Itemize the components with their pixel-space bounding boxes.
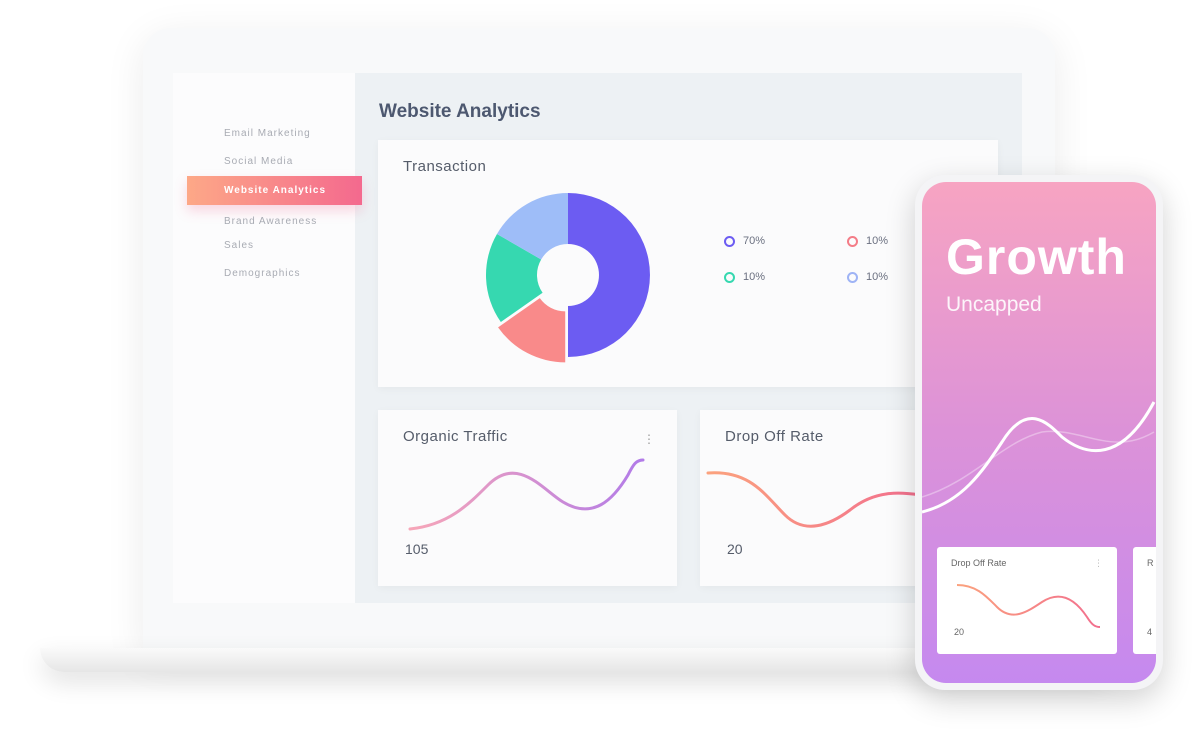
legend-item: 10% <box>847 271 888 283</box>
legend-ring-icon <box>847 235 858 247</box>
sidebar-item-website-analytics[interactable]: Website Analytics <box>187 176 362 205</box>
donut-segment-teal <box>486 234 543 323</box>
donut-chart <box>486 193 650 363</box>
legend-label: 10% <box>866 271 889 283</box>
organic-title: Organic Traffic <box>403 428 508 445</box>
legend-label: 10% <box>743 271 766 283</box>
more-menu-icon[interactable]: ⋮ <box>1094 558 1103 568</box>
dropoff-title: Drop Off Rate <box>725 428 824 445</box>
legend-label: 10% <box>866 235 889 247</box>
sidebar: Email Marketing Social Media Website Ana… <box>173 73 362 603</box>
legend-label: 70% <box>743 235 766 247</box>
phone-card-title: Drop Off Rate <box>951 558 1007 568</box>
sidebar-item-email-marketing[interactable]: Email Marketing <box>224 128 311 139</box>
donut-segment-blue <box>496 193 568 260</box>
organic-value: 105 <box>405 541 429 557</box>
phone-drop-off-card: Drop Off Rate ⋮ 20 <box>937 547 1117 654</box>
phone-card-value: 20 <box>954 627 965 637</box>
phone-card2-title: R <box>1147 558 1154 568</box>
sidebar-item-demographics[interactable]: Demographics <box>224 268 301 279</box>
legend-item: 10% <box>847 235 888 247</box>
sidebar-item-social-media[interactable]: Social Media <box>224 156 294 167</box>
phone-screen: Growth Uncapped Drop Off Rate ⋮ 20 R 4 <box>922 182 1156 683</box>
sidebar-item-sales[interactable]: Sales <box>224 240 255 251</box>
legend-ring-icon <box>724 271 735 283</box>
organic-sparkline <box>408 458 645 531</box>
organic-traffic-card: Organic Traffic ⋮ 105 <box>378 410 677 586</box>
dropoff-sparkline <box>706 471 922 528</box>
laptop-screen: Email Marketing Social Media Website Ana… <box>173 73 1022 603</box>
legend-ring-icon <box>724 235 735 247</box>
transaction-card: Transaction 70% 10% 10% 10% <box>378 140 998 387</box>
sidebar-item-brand-awareness[interactable]: Brand Awareness <box>224 216 318 227</box>
phone-growth-curve <box>922 401 1156 514</box>
page-title: Website Analytics <box>379 101 541 122</box>
legend-item: 10% <box>724 271 765 283</box>
legend-ring-icon <box>847 271 858 283</box>
phone-subtitle: Uncapped <box>946 293 1042 316</box>
donut-segment-salmon <box>498 298 566 363</box>
more-menu-icon[interactable]: ⋮ <box>643 432 655 446</box>
phone-second-card: R 4 <box>1133 547 1156 654</box>
phone-dropoff-sparkline <box>956 584 1101 628</box>
phone-frame: Growth Uncapped Drop Off Rate ⋮ 20 R 4 <box>915 175 1163 690</box>
phone-card2-value: 4 <box>1147 627 1153 637</box>
transaction-title: Transaction <box>403 158 487 175</box>
dropoff-value: 20 <box>727 541 743 557</box>
legend-item: 70% <box>724 235 765 247</box>
phone-headline: Growth <box>946 229 1127 285</box>
donut-segment-purple <box>568 193 650 357</box>
